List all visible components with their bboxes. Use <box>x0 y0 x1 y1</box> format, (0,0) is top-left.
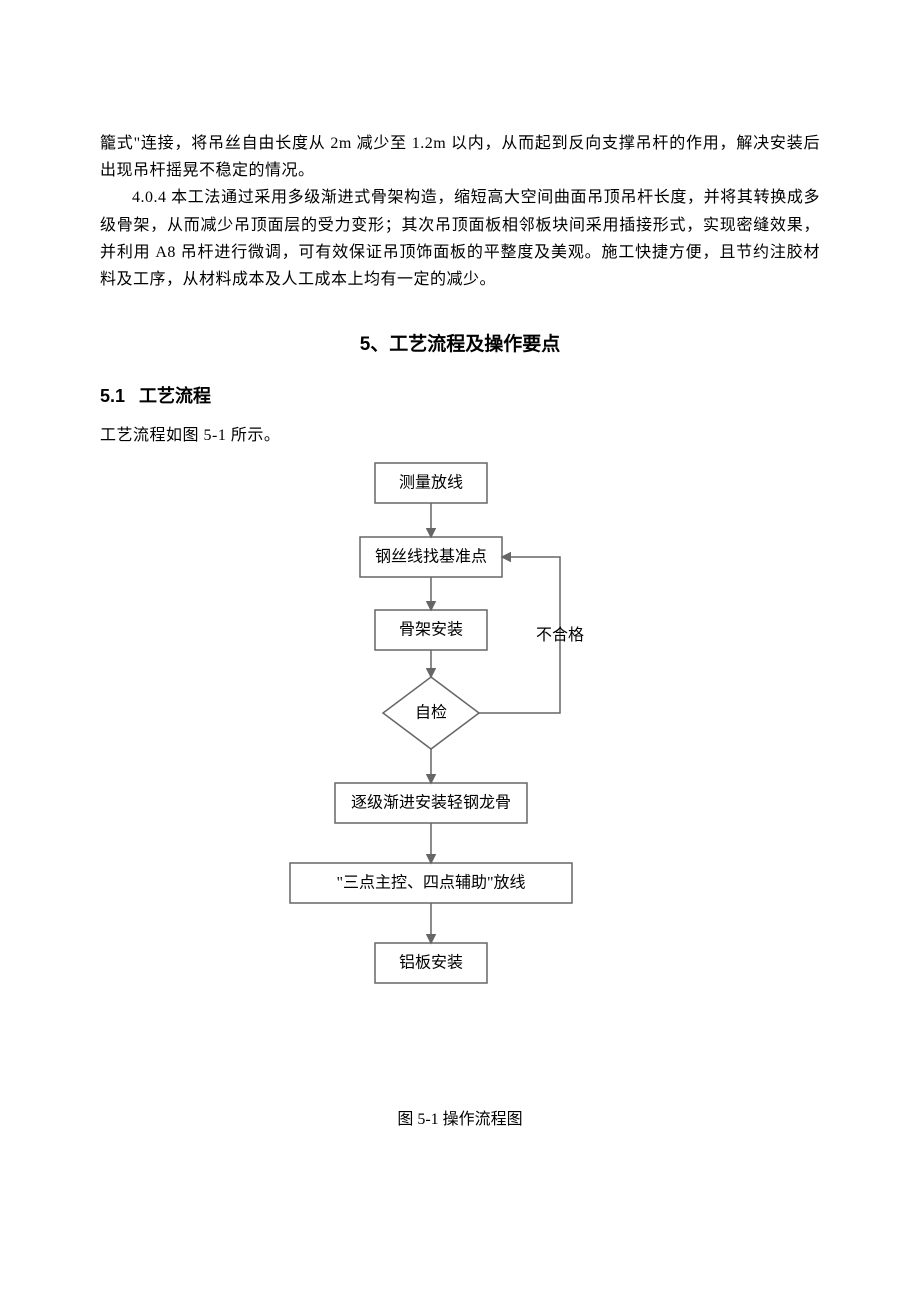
flow-node: "三点主控、四点辅助"放线 <box>290 863 572 903</box>
flow-node: 钢丝线找基准点 <box>360 537 502 577</box>
paragraph-404: 4.0.4 本工法通过采用多级渐进式骨架构造，缩短高大空间曲面吊顶吊杆长度，并将… <box>100 184 820 293</box>
figure-caption: 图 5-1 操作流程图 <box>100 1105 820 1129</box>
subsection-number: 5.1 <box>100 386 125 406</box>
svg-text:钢丝线找基准点: 钢丝线找基准点 <box>375 548 487 566</box>
paragraph-continuation: 籠式"连接，将吊丝自由长度从 2m 减少至 1.2m 以内，从而起到反向支撑吊杆… <box>100 130 820 184</box>
flowchart-container: 测量放线钢丝线找基准点骨架安装自检逐级渐进安装轻钢龙骨 "三点主控、四点辅助"放线… <box>100 455 820 1025</box>
flow-node: 铝板安装 <box>375 943 487 983</box>
flow-node: 自检 <box>383 677 479 749</box>
flowchart-svg: 测量放线钢丝线找基准点骨架安装自检逐级渐进安装轻钢龙骨 "三点主控、四点辅助"放线… <box>260 455 660 1025</box>
document-page: 籠式"连接，将吊丝自由长度从 2m 减少至 1.2m 以内，从而起到反向支撑吊杆… <box>0 0 920 1189</box>
svg-text:自检: 自检 <box>415 704 447 722</box>
flow-intro: 工艺流程如图 5-1 所示。 <box>100 422 820 449</box>
svg-text:骨架安装: 骨架安装 <box>399 621 463 639</box>
svg-text:铝板安装: 铝板安装 <box>399 954 463 972</box>
subsection-5-1: 5.1 工艺流程 <box>100 382 820 408</box>
subsection-label: 工艺流程 <box>139 386 211 406</box>
flow-node: 逐级渐进安装轻钢龙骨 <box>335 783 527 823</box>
svg-text:逐级渐进安装轻钢龙骨: 逐级渐进安装轻钢龙骨 <box>351 794 511 812</box>
flow-node: 测量放线 <box>375 463 487 503</box>
svg-text:"三点主控、四点辅助"放线: "三点主控、四点辅助"放线 <box>336 874 525 892</box>
section-5-title: 5、工艺流程及操作要点 <box>100 329 820 356</box>
svg-text:测量放线: 测量放线 <box>399 474 463 492</box>
flow-node: 骨架安装 <box>375 610 487 650</box>
flow-feedback-label: 不合格 <box>536 626 584 644</box>
